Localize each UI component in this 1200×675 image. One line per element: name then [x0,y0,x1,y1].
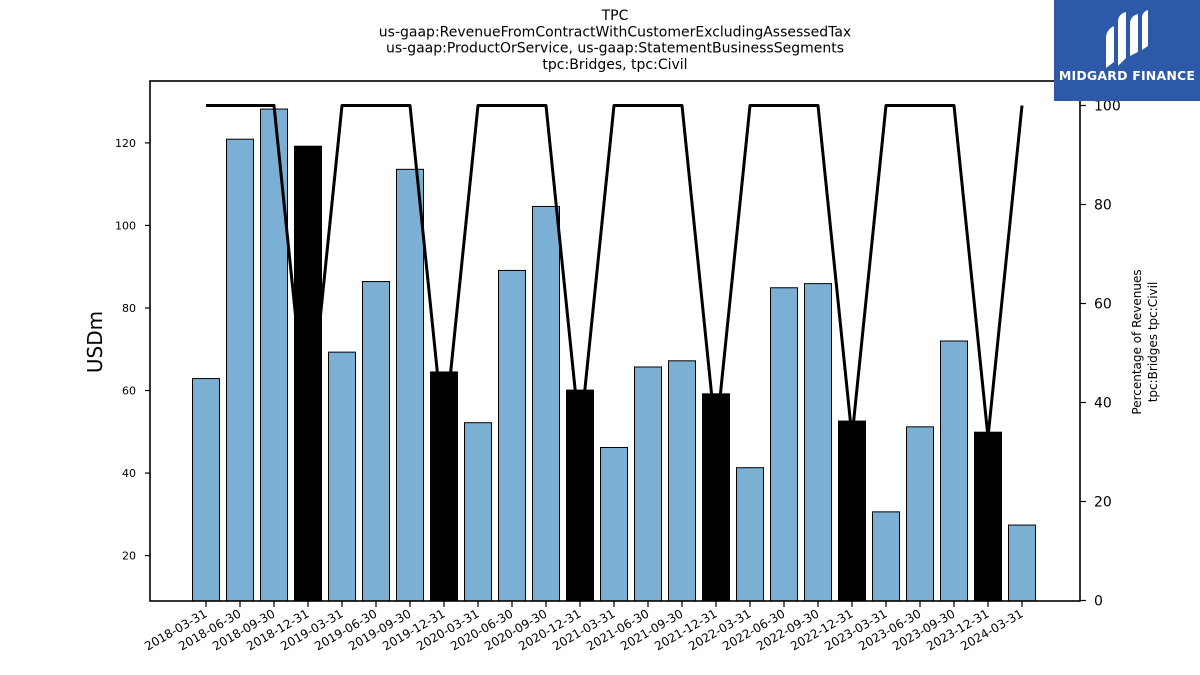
y-tick-label: 20 [122,550,136,563]
bar [192,378,220,602]
y2-axis-label-line: Percentage of Revenues [1130,269,1144,414]
axes [149,80,1081,602]
bar [226,138,254,602]
percentage-line-layer [206,104,1024,439]
bar [974,431,1002,602]
bar [838,420,866,602]
y2-tick-label: 80 [1094,198,1112,214]
bar [940,340,968,602]
bar [634,366,662,602]
plot-frame [149,80,1081,602]
y-axis-ticks: 20 40 60 80 100 120 [115,137,150,563]
y2-tick-label: 0 [1094,594,1103,610]
bar [1008,524,1036,602]
x-axis-ticks: 2018-03-312018-06-302018-09-302018-12-31… [142,601,1026,653]
brand-name: MIDGARD FINANCE [1058,68,1196,83]
bar [260,108,288,602]
bar [532,205,560,602]
bar [770,287,798,602]
bar [668,360,696,602]
chart-title-line: us-gaap:ProductOrService, us-gaap:Statem… [386,41,844,57]
bar [736,467,764,602]
percentage-line [206,104,1024,439]
chart-title-line: tpc:Bridges, tpc:Civil [542,57,687,73]
y2-tick-label: 20 [1094,495,1112,511]
bar [430,371,458,602]
y-tick-label: 120 [115,137,136,150]
midgard-logo-icon [1106,10,1148,68]
bar-series [192,108,1036,602]
bar [464,422,492,602]
brand-logo: MIDGARD FINANCE [1054,0,1200,101]
chart-title-line: TPC [601,8,629,24]
bar [498,269,526,602]
y2-axis-label: Percentage of Revenues tpc:Bridges tpc:Ci… [1130,269,1160,414]
bar [396,168,424,602]
y2-axis-ticks: 0 20 40 60 80 100 [1080,99,1121,610]
chart-title: TPCus-gaap:RevenueFromContractWithCustom… [379,8,851,73]
bar [328,351,356,602]
y-tick-label: 100 [115,219,136,232]
bar [362,281,390,602]
bar [804,283,832,602]
chart-title-line: us-gaap:RevenueFromContractWithCustomerE… [379,24,851,40]
y2-tick-label: 60 [1094,297,1112,313]
y-tick-label: 80 [122,302,136,315]
bar [294,145,322,602]
bar [566,389,594,602]
y2-tick-label: 40 [1094,396,1112,412]
bar [872,511,900,602]
y-axis-label: USDm [83,311,107,373]
y-tick-label: 60 [122,385,136,398]
y-tick-label: 40 [122,467,136,480]
bar [906,426,934,602]
bar [600,446,628,602]
y2-tick-label: 100 [1094,99,1121,115]
y2-axis-label-line: tpc:Bridges tpc:Civil [1146,282,1160,403]
